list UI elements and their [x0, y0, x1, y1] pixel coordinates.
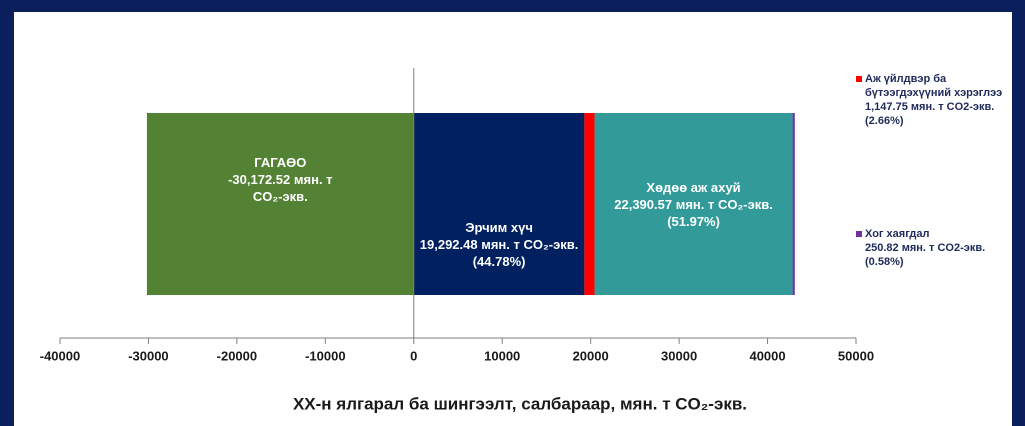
legend-name: Хог хаягдал: [865, 228, 930, 240]
x-tick-label: -30000: [128, 348, 168, 363]
x-tick-label: 10000: [484, 348, 520, 363]
bar-segment: [792, 113, 795, 295]
segment-value: -30,172.52 мян. т CO₂-экв.: [215, 171, 345, 205]
legend-swatch: [856, 231, 862, 237]
share: (44.78%): [472, 253, 526, 269]
unit: мян. т CO2-экв.: [910, 101, 995, 113]
x-tick-label: 30000: [661, 348, 697, 363]
value-label: -30,172.52: [228, 171, 291, 187]
legend-swatch: [856, 76, 862, 82]
legend-value: 250.82 мян. т CO2-экв.: [865, 241, 1005, 255]
unit: мян. т CO₂-экв.: [481, 236, 579, 252]
bar-label: Хөдөө аж ахуй 22,390.57 мян. т CO₂-экв. (5…: [595, 113, 793, 295]
unit: мян. т CO₂-экв.: [675, 196, 773, 212]
segment-value: 22,390.57 мян. т CO₂-экв.: [614, 196, 773, 213]
unit: мян. т CO2-экв.: [901, 242, 986, 254]
unit: мян. т CO₂-экв.: [252, 171, 333, 204]
bar-segment: [413, 113, 585, 295]
value-label: 1,147.75: [865, 101, 908, 113]
x-tick-label: -40000: [40, 348, 80, 363]
segment-name: Эрчим хүч: [465, 219, 533, 235]
bar-segment: [584, 113, 595, 295]
share: (0.58%): [865, 256, 904, 268]
x-tick-label: -10000: [305, 348, 345, 363]
x-tick-label: 40000: [749, 348, 785, 363]
value-label: 19,292.48: [419, 236, 478, 252]
bar-segment: [146, 113, 414, 295]
bar-segment: [594, 113, 793, 295]
segment-name: Хөдөө аж ахуй: [646, 179, 741, 195]
segment-value: 19,292.48 мян. т CO₂-экв.: [420, 236, 579, 253]
legend-name: Аж үйлдвэр ба бүтээгдэхүүний хэрэглээ: [865, 73, 1003, 99]
bar-label: ГАГАӨО -30,172.52 мян. т CO₂-экв.: [147, 88, 414, 270]
share: (2.66%): [865, 115, 904, 127]
legend-entry: Аж үйлдвэр ба бүтээгдэхүүний хэрэглээ 1,1…: [865, 72, 1005, 128]
value-label: 22,390.57: [614, 196, 673, 212]
bar-label: Эрчим хүч 19,292.48 мян. т CO₂-экв. (44.78…: [414, 153, 585, 335]
x-tick-label: -20000: [217, 348, 257, 363]
x-axis-title: XX-н ялгарал ба шингээлт, салбараар, мян…: [293, 394, 747, 413]
legend-value: 1,147.75 мян. т CO2-экв.: [865, 100, 1005, 114]
value-label: 250.82: [865, 242, 899, 254]
segment-name: ГАГАӨО: [254, 154, 307, 170]
x-tick-label: 0: [410, 348, 417, 363]
share: (51.97%): [667, 213, 720, 229]
x-tick-label: 50000: [838, 348, 874, 363]
x-tick-label: 20000: [573, 348, 609, 363]
legend-entry: Хог хаягдал 250.82 мян. т CO2-экв. (0.58%): [865, 227, 1005, 269]
